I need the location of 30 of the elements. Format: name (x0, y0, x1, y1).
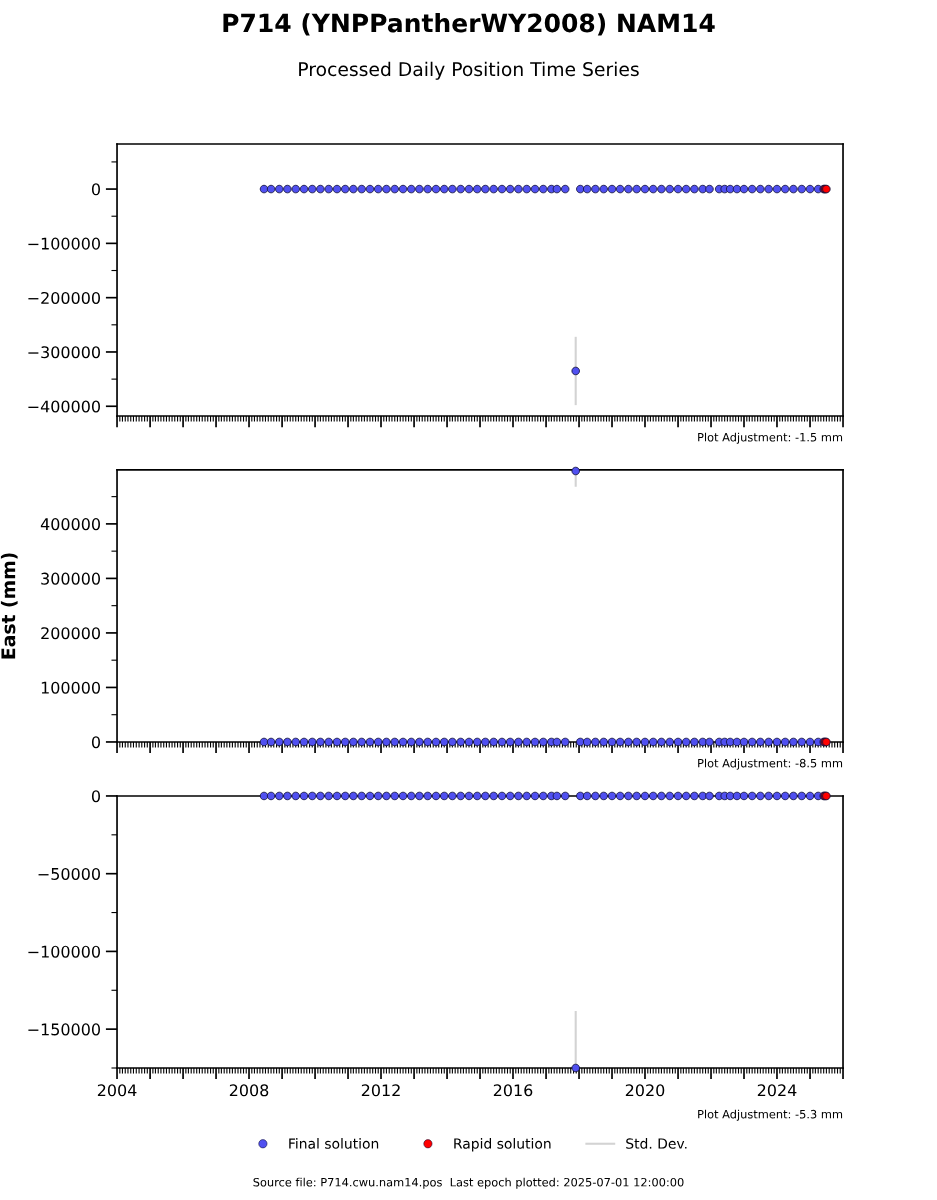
x-tick-label: 2012 (361, 1084, 400, 1097)
text: Plot Adjustment: -5.3 mm (698, 1109, 843, 1121)
x-tick-label: 2004 (97, 1084, 137, 1097)
y-tick-label: 200000 (41, 627, 100, 640)
y-tick-label: −100000 (28, 945, 100, 958)
legend-label: Std. Dev. (626, 1138, 687, 1149)
y-tick-label: 0 (91, 183, 100, 196)
x-tick-label: 2016 (493, 1084, 533, 1097)
text: Plot Adjustment: -1.5 mm (698, 432, 843, 444)
y-tick-label: −100000 (28, 237, 100, 250)
y-tick-label: −150000 (28, 1023, 100, 1036)
legend-label: Final solution (289, 1138, 379, 1149)
y-tick-label: 0 (91, 790, 100, 803)
y-tick-label: −300000 (28, 346, 100, 359)
chart-title: P714 (YNPPantherWY2008) NAM14 (223, 13, 715, 36)
x-tick-label: 2024 (757, 1084, 797, 1097)
y-tick-label: 400000 (40, 518, 100, 531)
y-axis-title: East (mm) (0, 553, 18, 659)
x-tick-label: 2020 (625, 1084, 665, 1097)
y-tick-label: 100000 (41, 681, 100, 694)
y-tick-label: −200000 (28, 291, 100, 304)
y-tick-label: −400000 (28, 400, 100, 413)
y-tick-label: 0 (91, 736, 100, 749)
y-tick-label: −50000 (38, 867, 100, 880)
source-note: Source file: P714.cwu.nam14.pos Last epoch plotted: 2025-07-01 12:00:00 (253, 1177, 684, 1189)
x-tick-label: 2008 (229, 1084, 269, 1097)
y-tick-label: 300000 (41, 572, 100, 585)
legend-label: Rapid solution (454, 1138, 551, 1152)
text: Plot Adjustment: -8.5 mm (698, 758, 843, 770)
chart-subtitle: Processed Daily Position Time Series (299, 61, 639, 80)
